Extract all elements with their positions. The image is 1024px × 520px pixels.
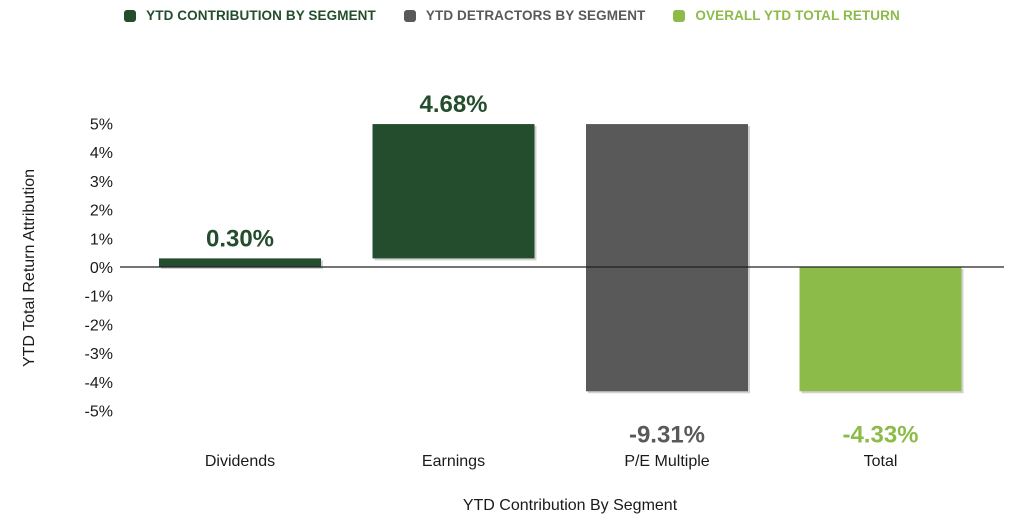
y-tick-label: 2% [90, 203, 113, 220]
y-axis-title: YTD Total Return Attribution [21, 169, 38, 367]
category-label: Dividends [205, 453, 275, 470]
y-axis-title-group: YTD Total Return Attribution [21, 169, 38, 367]
legend-swatch [124, 9, 137, 22]
y-tick-label: 1% [90, 231, 113, 248]
y-tick-label: 3% [90, 174, 113, 191]
y-tick-label: 4% [90, 145, 113, 162]
category-label: P/E Multiple [624, 453, 709, 470]
category-label: Earnings [422, 453, 485, 470]
legend-swatch [403, 9, 416, 22]
y-tick-label: 0% [90, 260, 113, 277]
legend-item-3: OVERALL YTD TOTAL RETURN [673, 8, 900, 23]
legend-item-2: YTD DETRACTORS BY SEGMENT [403, 8, 646, 23]
category-labels: Dividends Earnings P/E Multiple Total [205, 453, 898, 470]
bar-p-e-multiple [586, 124, 748, 392]
data-label: -4.33% [842, 422, 918, 449]
bar-earnings [372, 124, 535, 259]
bar-total [799, 267, 962, 392]
y-ticks: 5% 4% 3% 2% 1% 0% -1% -2% -3% -4% -5% [85, 117, 113, 421]
legend-swatch [673, 9, 686, 22]
data-label: 4.68% [419, 91, 487, 118]
legend-label: YTD CONTRIBUTION BY SEGMENT [146, 8, 376, 23]
data-labels: 0.30% 4.68% -9.31% -4.33% [206, 91, 919, 448]
legend-item-1: YTD CONTRIBUTION BY SEGMENT [124, 8, 376, 23]
legend-label: YTD DETRACTORS BY SEGMENT [425, 8, 646, 23]
x-axis-title: YTD Contribution By Segment [463, 497, 678, 514]
bar-dividends [159, 258, 321, 267]
category-label: Total [864, 453, 898, 470]
y-tick-label: -4% [85, 375, 113, 392]
data-label: -9.31% [629, 422, 705, 449]
legend: YTD CONTRIBUTION BY SEGMENT YTD DETRACTOR… [0, 8, 1024, 23]
y-tick-label: -5% [85, 404, 113, 421]
y-tick-label: 5% [90, 117, 113, 134]
legend-label: OVERALL YTD TOTAL RETURN [695, 8, 900, 23]
y-tick-label: -1% [85, 289, 113, 306]
data-label: 0.30% [206, 225, 274, 252]
bars [159, 124, 964, 394]
y-tick-label: -3% [85, 346, 113, 363]
y-tick-label: -2% [85, 317, 113, 334]
